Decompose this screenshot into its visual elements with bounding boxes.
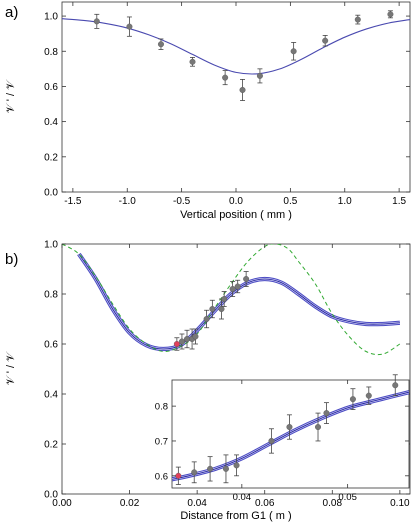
panel-a-y-tick-label: 1.0 <box>44 12 58 23</box>
panel-b-frame <box>61 243 411 495</box>
inset-y-tick-label: 0.6 <box>155 471 168 482</box>
inset-data-point <box>315 424 322 431</box>
inset-data-point <box>191 469 198 476</box>
panel-a-data-point <box>354 16 361 23</box>
panel-a-frame <box>61 1 411 193</box>
inset-curves <box>172 390 409 482</box>
panel-b-y-tick-label: 0.4 <box>44 390 58 401</box>
panel-a-y-tick-label: 0.8 <box>44 47 58 58</box>
inset: 0.04 0.05 0.6 0.7 0.8 <box>155 374 410 503</box>
panel-a-y-tick-label: 0.0 <box>44 188 58 199</box>
panel-b-y-tick-label: 0.2 <box>44 440 58 451</box>
inset-y-tick-label: 0.7 <box>155 436 168 447</box>
panel-a-y-axis-label: 𝒱 ' / 𝒱 <box>5 79 17 113</box>
panel-b-highlight-point <box>173 341 180 348</box>
inset-y-ticks: 0.6 0.7 0.8 <box>155 402 409 482</box>
panel-b-fit-band <box>77 252 401 352</box>
panel-a-x-tick-label: -1.5 <box>64 196 82 207</box>
panel-b-data-point <box>209 306 216 313</box>
panel-a-x-tick-label: -1.0 <box>119 196 137 207</box>
panel-b-label: b) <box>5 251 18 268</box>
panel-a-points <box>93 10 394 101</box>
panel-a-data-point <box>189 58 196 65</box>
panel-a-fit-curve <box>62 18 410 75</box>
panel-a-x-tick-label: 1.0 <box>338 196 352 207</box>
inset-data-point <box>323 410 330 417</box>
inset-data-point <box>365 392 372 399</box>
panel-a-y-tick-label: 0.4 <box>44 117 58 128</box>
panel-a-data-point <box>239 86 246 93</box>
panel-a-data-point <box>126 23 133 30</box>
panel-b-data-point <box>218 306 225 313</box>
panel-b-y-tick-label: 0.8 <box>44 290 58 301</box>
panel-b-data-point <box>203 316 210 323</box>
inset-data-point <box>392 382 399 389</box>
panel-b-x-tick-label: 0.08 <box>323 498 343 509</box>
inset-x-tick-label: 0.04 <box>233 492 252 503</box>
inset-y-tick-label: 0.8 <box>155 402 168 413</box>
panel-a-y-tick-label: 0.6 <box>44 82 58 93</box>
inset-data-point <box>207 465 214 472</box>
panel-a-x-tick-label: 0.5 <box>283 196 297 207</box>
panel-b-y-axis-label: 𝒱 ' / 𝒱 <box>5 351 17 385</box>
panel-a-y-tick-label: 0.2 <box>44 152 58 163</box>
panel-b-x-axis-label: Distance from G1 ( m ) <box>180 510 291 522</box>
inset-data-point <box>286 424 293 431</box>
panel-b-dashed-model-curve <box>62 244 401 356</box>
panel-a-data-point <box>222 74 229 81</box>
panel-b-y-tick-label: 0.0 <box>44 490 58 501</box>
panel-b-data-point <box>192 333 199 340</box>
panel-b-fit-curve <box>78 253 400 350</box>
panel-b-x-tick-label: 0.04 <box>187 498 207 509</box>
panel-a-curves <box>62 18 410 75</box>
panel-a: a) -1.5 -1.0 -0.5 0.0 0.5 1.0 1.5 0.0 0.2 0.4 0.6… <box>5 1 411 221</box>
panel-b-curves <box>62 244 401 356</box>
panel-b-points <box>173 271 250 351</box>
panel-b: b) 0.00 0.02 0.04 0.06 0.08 0.10 0.00.20.40.6… <box>5 240 411 522</box>
panel-b-data-point <box>243 276 250 283</box>
panel-b-x-tick-label: 0.10 <box>390 498 410 509</box>
inset-x-tick-label: 0.05 <box>338 492 357 503</box>
panel-a-data-point <box>93 18 100 25</box>
panel-b-y-tick-label: 1.0 <box>44 240 58 251</box>
panel-a-data-point <box>157 41 164 48</box>
inset-points <box>175 374 399 485</box>
panel-a-x-tick-label: 0.0 <box>229 196 243 207</box>
panel-a-data-point <box>256 72 263 79</box>
panel-b-x-tick-label: 0.06 <box>255 498 275 509</box>
panel-a-y-ticks: 0.0 0.2 0.4 0.6 0.8 1.0 <box>44 12 410 199</box>
inset-data-point <box>233 462 240 469</box>
panel-a-data-point <box>387 11 394 18</box>
panel-b-x-ticks: 0.00 0.02 0.04 0.06 0.08 0.10 <box>52 244 410 509</box>
inset-data-point <box>349 396 356 403</box>
panel-b-data-point <box>234 283 241 290</box>
panel-a-data-point <box>322 37 329 44</box>
panel-b-data-point <box>178 338 185 345</box>
panel-a-data-point <box>290 48 297 55</box>
panel-b-x-tick-label: 0.00 <box>52 498 72 509</box>
inset-fit-curve <box>172 391 409 480</box>
panel-b-x-tick-label: 0.02 <box>120 498 140 509</box>
panel-a-x-tick-label: -0.5 <box>173 196 191 207</box>
panel-b-data-point <box>229 286 236 293</box>
inset-highlight-point <box>175 472 182 479</box>
panel-a-x-axis-label: Vertical position ( mm ) <box>180 209 292 221</box>
panel-a-x-ticks: -1.5 -1.0 -0.5 0.0 0.5 1.0 1.5 <box>64 2 407 207</box>
panel-b-fit-band-inner <box>77 253 400 351</box>
inset-x-ticks: 0.04 0.05 <box>233 380 357 503</box>
panel-b-y-tick-label: 0.6 <box>44 340 58 351</box>
panel-b-data-point <box>184 336 191 343</box>
inset-data-point <box>268 437 275 444</box>
inset-data-point <box>222 465 229 472</box>
panel-a-label: a) <box>5 4 18 21</box>
panel-a-x-tick-label: 1.5 <box>392 196 406 207</box>
panel-b-data-point <box>221 296 228 303</box>
